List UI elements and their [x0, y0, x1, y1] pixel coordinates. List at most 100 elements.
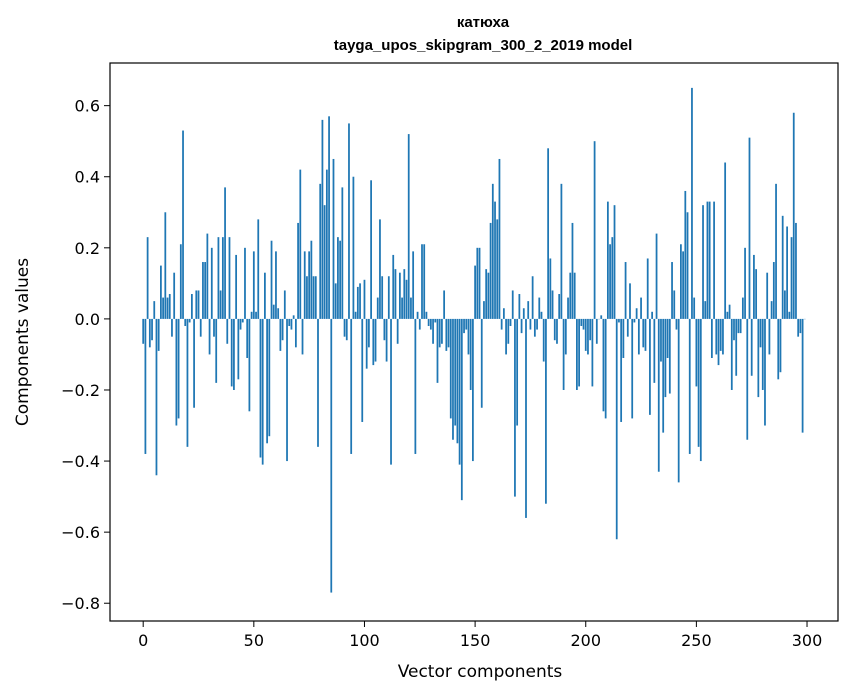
bar-283 [768, 318, 771, 355]
bar-24 [195, 290, 198, 319]
bar-190 [562, 318, 565, 390]
bar-111 [387, 276, 390, 319]
bar-266 [730, 318, 733, 390]
bar-226 [642, 318, 645, 348]
bar-265 [728, 304, 731, 319]
bar-170 [518, 294, 521, 319]
bar-213 [613, 205, 616, 319]
bar-259 [715, 318, 718, 355]
bar-93 [348, 123, 350, 319]
bar-90 [341, 187, 344, 319]
y-tick-label: −0.6 [61, 523, 100, 542]
bar-63 [281, 318, 284, 341]
bar-255 [706, 201, 709, 319]
bar-227 [644, 318, 647, 351]
bar-92 [345, 318, 348, 341]
bar-284 [770, 301, 773, 319]
bar-167 [511, 290, 514, 319]
bar-86 [332, 158, 335, 319]
bar-79 [317, 318, 319, 447]
bar-233 [657, 318, 660, 472]
bar-82 [323, 205, 326, 319]
bar-293 [790, 237, 793, 319]
bar-21 [188, 318, 191, 323]
bar-69 [294, 318, 297, 348]
bar-17 [179, 244, 182, 319]
bar-270 [739, 318, 742, 334]
bar-105 [374, 318, 377, 362]
bar-263 [724, 162, 727, 319]
bar-88 [337, 237, 339, 319]
bar-123 [414, 318, 417, 454]
bar-4 [151, 318, 153, 341]
bar-28 [204, 262, 207, 319]
bar-237 [666, 318, 669, 358]
bar-40 [230, 318, 233, 387]
bar-78 [314, 276, 317, 319]
bar-228 [646, 258, 649, 319]
bar-29 [206, 233, 209, 319]
bar-295 [795, 222, 797, 319]
bar-73 [303, 251, 306, 319]
bar-35 [219, 290, 222, 319]
bar-171 [520, 318, 523, 334]
bar-267 [733, 318, 735, 341]
bar-0 [142, 318, 145, 344]
bar-166 [509, 318, 512, 327]
bar-115 [396, 318, 399, 344]
bar-278 [757, 318, 760, 398]
bar-71 [299, 169, 302, 319]
bar-177 [533, 318, 536, 337]
bar-253 [702, 205, 704, 319]
bar-156 [487, 272, 490, 319]
bar-146 [465, 318, 468, 330]
bar-128 [425, 311, 428, 319]
plot-frame [109, 62, 839, 622]
bar-85 [330, 318, 333, 593]
bar-179 [538, 297, 541, 319]
bar-197 [578, 318, 580, 387]
bar-114 [394, 269, 397, 319]
bar-137 [445, 318, 448, 351]
bar-291 [786, 226, 788, 319]
bar-62 [279, 318, 282, 351]
bar-121 [410, 297, 412, 319]
bar-174 [527, 301, 530, 319]
bar-217 [622, 318, 625, 358]
bar-196 [576, 318, 578, 390]
bar-108 [381, 276, 384, 319]
bar-242 [677, 318, 680, 483]
bar-13 [171, 318, 173, 337]
bar-241 [675, 318, 678, 330]
bar-117 [401, 297, 403, 319]
bar-27 [202, 262, 204, 319]
bar-18 [182, 130, 184, 319]
bar-256 [708, 201, 711, 319]
bar-178 [536, 318, 538, 330]
x-tick-label: 50 [244, 631, 264, 650]
bar-25 [197, 290, 200, 319]
bar-225 [640, 297, 642, 319]
bar-126 [421, 244, 423, 319]
bar-262 [722, 318, 724, 355]
bar-141 [454, 318, 457, 426]
bar-252 [699, 318, 702, 462]
bar-214 [615, 318, 618, 540]
bar-153 [480, 318, 483, 408]
bar-230 [651, 311, 654, 319]
bar-224 [637, 318, 640, 355]
bar-207 [600, 315, 603, 319]
bar-30 [208, 318, 211, 355]
bar-277 [755, 269, 758, 319]
bar-37 [224, 187, 226, 319]
bar-294 [792, 112, 795, 319]
bar-118 [403, 269, 406, 319]
bar-297 [799, 318, 802, 334]
bar-110 [385, 318, 388, 362]
bar-104 [372, 318, 375, 366]
bar-130 [429, 318, 432, 330]
bar-248 [691, 87, 693, 319]
bar-189 [560, 183, 563, 319]
bar-84 [328, 116, 330, 319]
bar-244 [682, 251, 684, 319]
